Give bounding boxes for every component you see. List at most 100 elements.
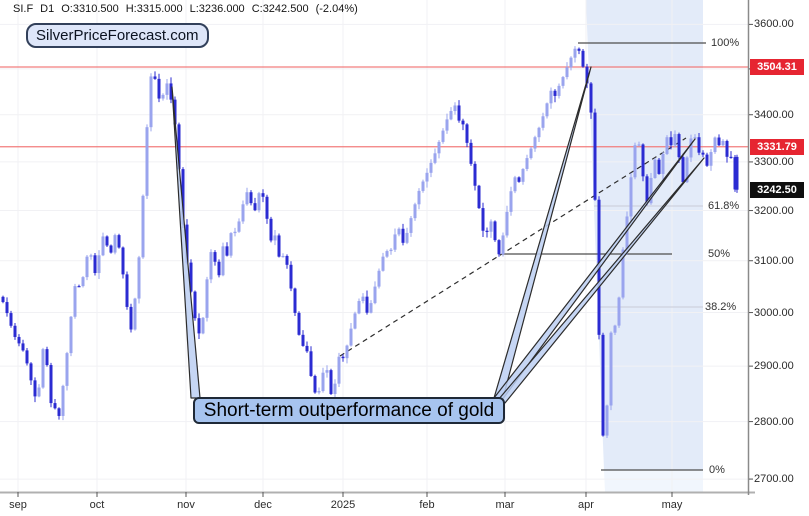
candle-body <box>497 240 501 255</box>
y-axis-tick-label: 3400.00 <box>754 108 794 121</box>
candle-body <box>465 124 469 143</box>
last-price-tag: 3242.50 <box>750 181 804 198</box>
callout-arrows[interactable] <box>171 66 705 404</box>
x-axis-tick-label: 2025 <box>330 499 356 511</box>
candle-body <box>649 177 653 204</box>
candle-body <box>209 252 213 280</box>
candle-body <box>253 203 257 211</box>
candle-body <box>513 177 517 192</box>
open-value: O:3310.500 <box>61 3 119 15</box>
candle-body <box>621 249 625 298</box>
candle-body <box>705 154 709 166</box>
candle-body <box>481 208 485 231</box>
candle-body <box>265 196 269 219</box>
candle-body <box>245 192 249 205</box>
candle-body <box>341 356 345 359</box>
candle-body <box>85 256 89 278</box>
candle-body <box>69 316 73 354</box>
candle-body <box>405 232 409 243</box>
candle-body <box>161 94 165 99</box>
resistance-price-tag: 3504.31 <box>750 58 804 75</box>
candle-body <box>441 130 445 142</box>
candle-body <box>645 176 649 204</box>
candle-body <box>641 144 645 177</box>
candle-body <box>549 90 553 104</box>
candle-body <box>613 325 617 333</box>
candle-body <box>717 137 721 146</box>
candle-body <box>729 156 733 159</box>
resistance-lines[interactable] <box>0 66 748 148</box>
candle-body <box>581 50 585 67</box>
annotation-callout-box[interactable]: Short-term outperformance of gold <box>193 397 505 424</box>
timeframe-label: D1 <box>40 3 55 15</box>
candle-body <box>725 140 729 157</box>
candle-body <box>469 142 473 164</box>
fib-retracement-tool[interactable] <box>502 42 706 471</box>
candle-body <box>733 157 737 190</box>
y-axis-tick-label: 3000.00 <box>754 306 794 319</box>
candle-body <box>113 235 117 253</box>
candle-body <box>681 157 685 183</box>
candle-body <box>429 162 433 173</box>
candle-body <box>653 159 657 178</box>
candle-body <box>189 262 193 292</box>
change-percent: (-2.04%) <box>315 3 358 15</box>
candle-body <box>201 317 205 334</box>
shaded-band-upper <box>586 0 703 470</box>
candle-body <box>721 140 725 146</box>
candle-body <box>313 375 317 393</box>
high-value: H:3315.000 <box>125 3 183 15</box>
candle-body <box>53 403 57 409</box>
candle-body <box>285 255 289 265</box>
candle-body <box>357 301 361 314</box>
candle-body <box>701 152 705 155</box>
ohlc-header: SI.F D1 O:3310.500 H:3315.000 L:3236.000 C:32… <box>13 3 365 15</box>
candle-body <box>509 191 513 212</box>
candle-body <box>213 252 217 262</box>
candle-body <box>669 137 673 146</box>
candle-body <box>545 103 549 117</box>
y-axis-tick-label: 2700.00 <box>754 473 794 486</box>
candle-body <box>685 157 689 183</box>
candle-body <box>93 255 97 274</box>
candle-body <box>557 85 561 96</box>
candle-body <box>133 298 137 330</box>
candle-body <box>585 66 589 84</box>
candle-body <box>153 76 157 79</box>
candle-body <box>241 204 245 222</box>
candle-body <box>501 235 505 255</box>
candle-body <box>29 363 33 381</box>
y-axis-tick-label: 3300.00 <box>754 155 794 168</box>
candle-body <box>521 168 525 182</box>
candle-body <box>589 83 593 113</box>
symbol-label: SI.F <box>13 3 34 15</box>
candle-body <box>593 112 597 200</box>
candle-body <box>33 380 37 397</box>
candle-body <box>45 349 49 366</box>
candle-body <box>389 249 393 252</box>
candle-body <box>205 279 209 318</box>
candle-body <box>173 99 177 125</box>
candle-body <box>537 127 541 138</box>
low-value: L:3236.000 <box>189 3 245 15</box>
candle-body <box>129 306 133 330</box>
candle-body <box>197 318 201 334</box>
x-axis-tick-label: oct <box>89 499 105 511</box>
candle-body <box>141 195 145 258</box>
y-axis-tick-label: 2900.00 <box>754 360 794 373</box>
candle-body <box>393 234 397 250</box>
y-axis-tick-label: 3200.00 <box>754 204 794 217</box>
candle-body <box>293 288 297 313</box>
candle-body <box>309 351 313 376</box>
candle-body <box>373 286 377 304</box>
x-axis-tick-label: may <box>661 499 683 511</box>
candle-body <box>661 153 665 174</box>
x-axis-tick-label: nov <box>177 499 195 511</box>
candle-body <box>693 137 697 139</box>
fib-zone-shading[interactable] <box>586 0 703 492</box>
x-axis-tick-label: apr <box>578 499 594 511</box>
x-axis-tick-label: dec <box>254 499 272 511</box>
candle-body <box>329 370 333 394</box>
candle-body <box>105 236 109 246</box>
